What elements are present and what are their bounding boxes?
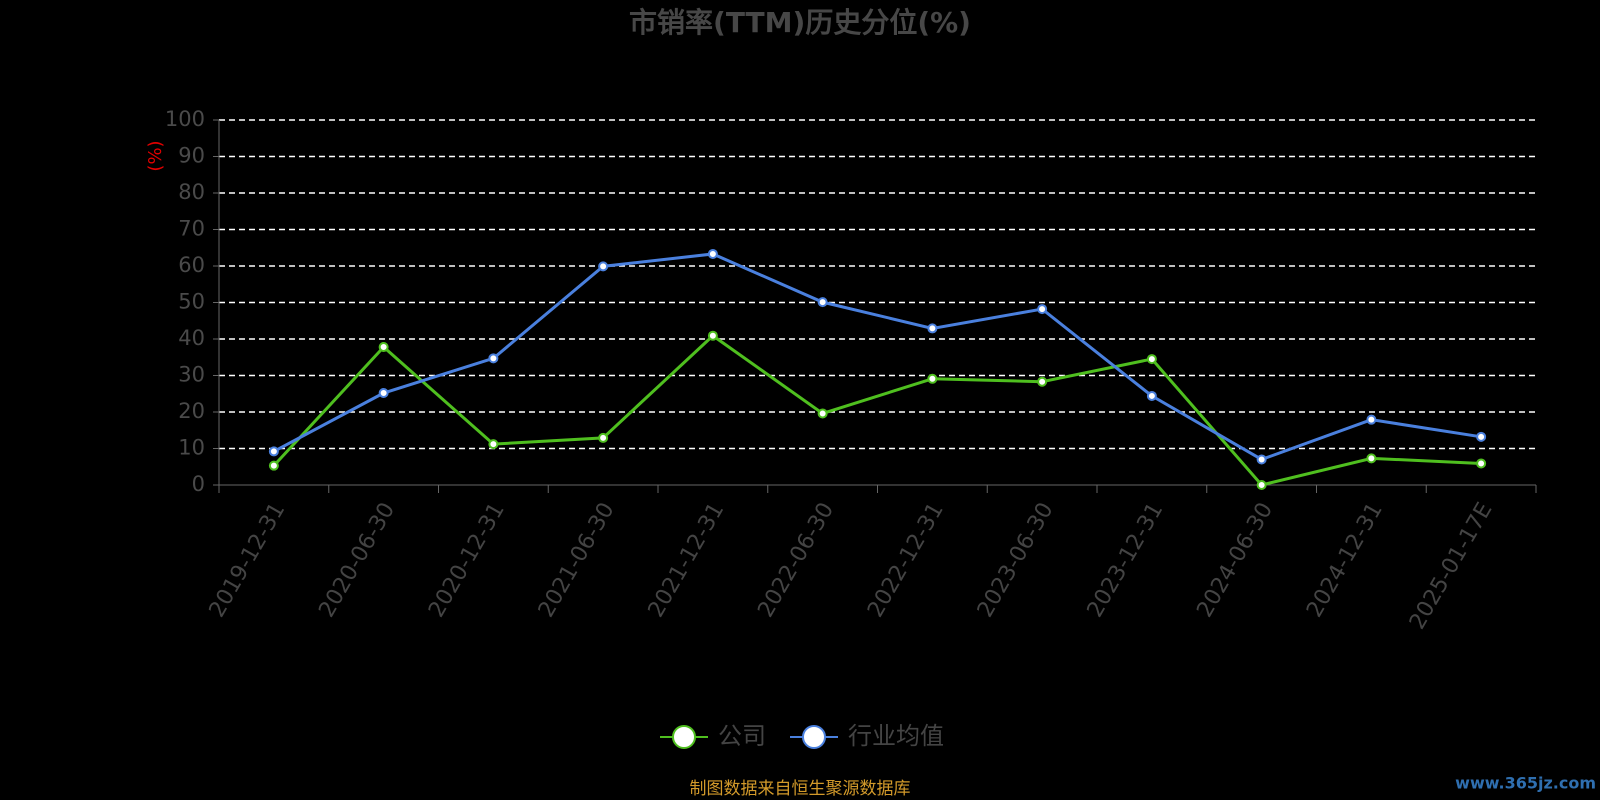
data-point bbox=[598, 432, 609, 443]
data-point bbox=[598, 261, 609, 272]
data-point bbox=[1366, 453, 1377, 464]
data-point bbox=[1476, 458, 1487, 469]
data-point bbox=[488, 353, 499, 364]
y-tick-label: 100 bbox=[165, 107, 205, 131]
x-tick-label: 2025-01-17E bbox=[1405, 499, 1498, 634]
y-tick-label: 50 bbox=[178, 290, 205, 314]
data-point bbox=[707, 248, 718, 259]
y-axis-label: (%) bbox=[145, 140, 166, 171]
data-point bbox=[488, 439, 499, 450]
x-tick-label: 2022-12-31 bbox=[863, 499, 949, 622]
data-point bbox=[1037, 376, 1048, 387]
data-point bbox=[1366, 414, 1377, 425]
data-point bbox=[1037, 304, 1048, 315]
data-point bbox=[1476, 431, 1487, 442]
y-tick-label: 30 bbox=[178, 363, 205, 387]
y-tick-label: 20 bbox=[178, 399, 205, 423]
data-point bbox=[1256, 480, 1267, 490]
x-tick-label: 2021-12-31 bbox=[644, 499, 730, 622]
y-tick-label: 10 bbox=[178, 436, 205, 460]
legend-label: 公司 bbox=[718, 722, 766, 750]
y-tick-label: 0 bbox=[192, 472, 205, 496]
data-point bbox=[1146, 354, 1157, 365]
data-point bbox=[817, 297, 828, 308]
legend-label: 行业均值 bbox=[848, 722, 944, 750]
source-note: 制图数据来自恒生聚源数据库 bbox=[690, 779, 911, 799]
x-tick-label: 2024-12-31 bbox=[1302, 499, 1388, 622]
y-tick-label: 70 bbox=[178, 217, 205, 241]
data-point bbox=[817, 408, 828, 419]
data-point bbox=[268, 446, 279, 457]
x-tick-label: 2021-06-30 bbox=[534, 499, 620, 622]
x-tick-label: 2020-06-30 bbox=[314, 499, 400, 622]
chart-title: 市销率(TTM)历史分位(%) bbox=[629, 6, 971, 39]
data-point bbox=[707, 330, 718, 341]
series-line bbox=[273, 252, 1482, 462]
data-point bbox=[1256, 454, 1267, 465]
series-line bbox=[272, 333, 1482, 487]
x-tick-label: 2023-06-30 bbox=[973, 499, 1059, 622]
x-tick-label: 2020-12-31 bbox=[424, 499, 510, 622]
y-tick-label: 80 bbox=[178, 180, 205, 204]
data-point bbox=[268, 460, 279, 471]
y-tick-label: 40 bbox=[178, 326, 205, 350]
data-point bbox=[378, 388, 389, 399]
x-tick-label: 2019-12-31 bbox=[205, 499, 291, 622]
data-point bbox=[927, 323, 938, 334]
data-point bbox=[927, 373, 938, 384]
y-tick-label: 60 bbox=[178, 253, 205, 277]
x-tick-label: 2024-06-30 bbox=[1192, 499, 1278, 622]
watermark: www.365jz.com bbox=[1455, 774, 1596, 793]
x-tick-label: 2023-12-31 bbox=[1083, 499, 1169, 622]
y-tick-label: 90 bbox=[178, 144, 205, 168]
legend-marker bbox=[672, 725, 696, 749]
legend-marker bbox=[802, 725, 826, 749]
data-point bbox=[378, 342, 389, 353]
x-tick-label: 2022-06-30 bbox=[753, 499, 839, 622]
data-point bbox=[1146, 390, 1157, 401]
